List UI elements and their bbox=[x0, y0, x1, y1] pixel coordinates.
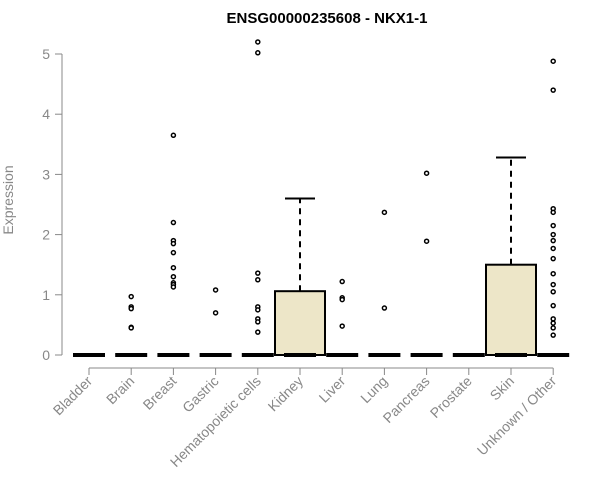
x-tick-label: Kidney bbox=[265, 373, 307, 415]
outlier-point bbox=[381, 305, 388, 311]
outlier-point bbox=[170, 240, 177, 247]
x-tick-label: Unknown / Other bbox=[474, 373, 560, 459]
outlier-point bbox=[550, 289, 556, 295]
outlier-point bbox=[339, 278, 345, 285]
outlier-point bbox=[255, 307, 261, 313]
outlier-point bbox=[550, 222, 556, 229]
y-axis-label: Expression bbox=[0, 165, 16, 234]
box-liver bbox=[326, 278, 359, 357]
box-pancreas bbox=[410, 170, 443, 357]
outlier-point bbox=[170, 219, 177, 226]
outlier-point bbox=[381, 209, 388, 216]
outlier-point bbox=[550, 316, 556, 322]
y-tick-label: 5 bbox=[42, 46, 50, 62]
outlier-point bbox=[170, 264, 177, 271]
outlier-point bbox=[550, 255, 556, 262]
outlier-point bbox=[550, 281, 556, 288]
outlier-point bbox=[550, 58, 556, 64]
y-tick-label: 1 bbox=[42, 287, 50, 303]
box-breast bbox=[157, 132, 190, 357]
outlier-point bbox=[255, 270, 261, 276]
x-tick-label: Bladder bbox=[50, 373, 96, 419]
outlier-point bbox=[550, 320, 556, 326]
box-brain bbox=[115, 293, 148, 357]
x-tick-label: Prostate bbox=[427, 373, 475, 421]
x-tick-label: Liver bbox=[316, 373, 349, 406]
outlier-point bbox=[128, 325, 134, 331]
box-kidney bbox=[274, 197, 326, 357]
y-axis: 0 1 2 3 4 5 bbox=[42, 46, 63, 363]
outlier-point bbox=[550, 332, 556, 338]
outlier-point bbox=[170, 132, 177, 139]
outlier-point bbox=[255, 50, 261, 56]
box-skin bbox=[485, 156, 537, 357]
outlier-point bbox=[550, 237, 556, 244]
y-tick-label: 2 bbox=[42, 227, 50, 243]
outlier-point bbox=[170, 249, 177, 256]
outlier-point bbox=[212, 310, 219, 316]
x-tick-label: Lung bbox=[357, 373, 390, 406]
box-lung bbox=[368, 209, 401, 357]
y-tick-label: 4 bbox=[42, 106, 50, 122]
iqr-box bbox=[485, 263, 537, 357]
iqr-box bbox=[274, 290, 326, 356]
outlier-point bbox=[170, 273, 177, 280]
x-tick-label: Breast bbox=[140, 373, 180, 413]
x-tick-label: Skin bbox=[487, 373, 518, 404]
outlier-point bbox=[550, 325, 556, 331]
box-gastric bbox=[199, 287, 232, 357]
outlier-point bbox=[255, 329, 261, 335]
outlier-point bbox=[423, 170, 430, 176]
x-tick-label: Brain bbox=[103, 373, 137, 407]
x-tick-label: Pancreas bbox=[380, 373, 433, 426]
outlier-point bbox=[255, 39, 261, 45]
boxplot-series bbox=[73, 39, 570, 357]
outlier-point bbox=[550, 209, 556, 216]
outlier-point bbox=[255, 277, 261, 283]
outlier-point bbox=[550, 87, 556, 93]
outlier-point bbox=[550, 231, 556, 238]
outlier-point bbox=[212, 287, 219, 293]
outlier-point bbox=[128, 293, 134, 300]
outlier-point bbox=[550, 270, 556, 277]
outlier-point bbox=[339, 296, 345, 303]
box-unknown-other bbox=[537, 58, 570, 357]
outlier-point bbox=[550, 245, 556, 252]
outlier-point bbox=[255, 319, 261, 325]
outlier-point bbox=[339, 323, 345, 329]
y-tick-label: 3 bbox=[42, 166, 50, 182]
outlier-point bbox=[128, 305, 134, 312]
y-tick-label: 0 bbox=[42, 347, 50, 363]
outlier-point bbox=[170, 284, 177, 290]
chart-title: ENSG00000235608 - NKX1-1 bbox=[227, 10, 428, 27]
box-hematopoietic-cells bbox=[241, 39, 274, 357]
outlier-point bbox=[423, 238, 430, 244]
outlier-point bbox=[550, 302, 556, 309]
